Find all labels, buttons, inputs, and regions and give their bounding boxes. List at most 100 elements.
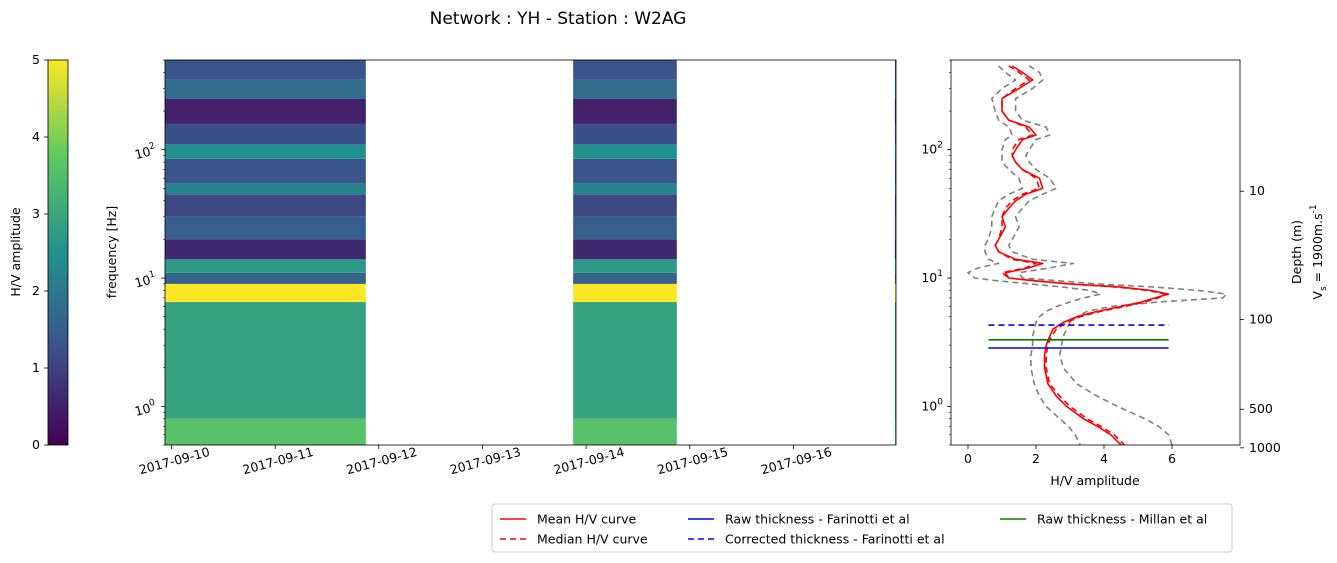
depth-axis-label-sub: s <box>1319 286 1329 291</box>
spectrogram-cell <box>573 60 677 80</box>
colorbar-tick-label: 4 <box>32 129 40 144</box>
spectrogram-y-tick-label: 100 <box>133 398 158 419</box>
spectrogram-cell <box>894 60 896 80</box>
spectrogram-cell <box>165 259 366 273</box>
spectrogram-x-tick-label: 2017-09-16 <box>759 444 833 477</box>
spectrogram-x-tick-label: 2017-09-14 <box>552 444 626 477</box>
hv-y-tick-label: 100 <box>921 397 943 413</box>
spectrogram-cell <box>894 418 896 445</box>
hv-profile-x-ticks: 0 2 4 6 <box>964 445 1176 466</box>
hv-y-tick-label-base: 10 <box>921 398 937 413</box>
spectrogram-y-tick-label-exp: 0 <box>148 398 156 409</box>
spectrogram-cell <box>165 60 366 80</box>
legend-label: Raw thickness - Millan et al <box>1037 512 1207 527</box>
spectrogram-cell <box>573 302 677 419</box>
spectrogram-y-tick-label: 102 <box>133 141 158 162</box>
colorbar: 0 1 2 3 4 5 H/V amplitude <box>8 52 69 452</box>
spectrogram-cell <box>894 216 896 240</box>
spectrogram-cell <box>573 98 677 124</box>
spectrogram-cell <box>573 79 677 99</box>
spectrogram-cell <box>894 158 896 184</box>
spectrogram-cell <box>573 272 677 284</box>
hv-y-tick-label-exp: 2 <box>937 141 943 151</box>
depth-tick-label: 1000 <box>1249 440 1281 455</box>
depth-axis-label-v: V <box>1310 291 1325 300</box>
spectrogram-cell <box>165 302 366 419</box>
spectrogram-cell <box>894 98 896 124</box>
hv-profile-xlabel: H/V amplitude <box>1050 473 1140 488</box>
spectrogram-cell <box>894 302 896 419</box>
spectrogram-cells <box>165 60 896 445</box>
legend-label: Median H/V curve <box>537 532 648 547</box>
spectrogram-x-tick-label: 2017-09-15 <box>656 444 730 477</box>
legend-label: Corrected thickness - Farinotti et al <box>725 532 945 547</box>
spectrogram-cell <box>165 158 366 184</box>
colorbar-tick-label: 3 <box>32 206 40 221</box>
spectrogram-cell <box>165 79 366 99</box>
spectrogram-cell <box>894 123 896 145</box>
depth-tick-label: 100 <box>1249 312 1273 327</box>
spectrogram-cell <box>165 183 366 195</box>
mean-hv-curve <box>994 65 1170 445</box>
spectrogram-cell <box>165 194 366 217</box>
spectrogram-y-tick-label-exp: 2 <box>148 141 156 152</box>
depth-tick-label: 500 <box>1249 401 1273 416</box>
spectrogram-y-tick-label-exp: 1 <box>148 269 156 280</box>
colorbar-tick-label: 5 <box>32 52 40 67</box>
figure-title: Network : YH - Station : W2AG <box>430 9 687 29</box>
spectrogram-cell <box>573 259 677 273</box>
spectrogram-x-tick-label: 2017-09-12 <box>345 444 419 477</box>
legend-items: Mean H/V curve Median H/V curve Raw thickn… <box>500 512 1207 547</box>
depth-axis-label-line1: Depth (m) <box>1289 220 1304 284</box>
hv-x-tick-label: 4 <box>1100 451 1108 466</box>
spectrogram-cell <box>894 283 896 303</box>
spectrogram-cell <box>165 283 366 303</box>
spectrogram-cell <box>894 79 896 99</box>
depth-axis-label: Depth (m) Vs = 1900m.s-1 <box>1289 204 1329 299</box>
spectrogram-cell <box>573 418 677 445</box>
hv-y-tick-label-exp: 1 <box>937 269 943 279</box>
spectrogram-cell <box>165 144 366 159</box>
colorbar-tick-label: 0 <box>32 437 40 452</box>
hv-profile-frame <box>950 59 1241 446</box>
spectrogram-y-tick-label: 101 <box>133 269 158 290</box>
spectrogram-x-ticks: 2017-09-10 2017-09-11 2017-09-12 2017-09-13… <box>137 444 833 477</box>
hv-y-tick-label-exp: 0 <box>937 397 943 407</box>
spectrogram-cell <box>573 239 677 260</box>
hv-x-tick-label: 0 <box>964 451 972 466</box>
hv-profile-depth-ticks: 10 100 500 1000 <box>1240 183 1281 455</box>
spectrogram-y-tick-label-base: 10 <box>133 272 152 291</box>
spectrogram-cell <box>165 216 366 240</box>
hv-y-tick-label: 102 <box>921 141 943 157</box>
spectrogram-cell <box>894 259 896 273</box>
spectrogram-cell <box>573 123 677 145</box>
legend-label: Mean H/V curve <box>537 512 636 527</box>
upper-bound-curve <box>1007 65 1228 445</box>
colorbar-gradient <box>47 59 69 446</box>
spectrogram-cell <box>573 283 677 303</box>
spectrogram-cell <box>573 144 677 159</box>
spectrogram-cell <box>573 194 677 217</box>
spectrogram-cell <box>165 239 366 260</box>
spectrogram-y-tick-label-base: 10 <box>133 400 152 419</box>
spectrogram-cell <box>573 158 677 184</box>
spectrogram-x-tick-label: 2017-09-13 <box>448 444 522 477</box>
hv-y-tick-label-base: 10 <box>921 270 937 285</box>
spectrogram-frame <box>164 59 897 446</box>
hv-profile-lines <box>967 65 1228 445</box>
legend-label: Raw thickness - Farinotti et al <box>725 512 910 527</box>
lower-bound-curve <box>967 65 1102 445</box>
colorbar-tick-label: 1 <box>32 360 40 375</box>
spectrogram-cell <box>165 98 366 124</box>
spectrogram-cell <box>894 194 896 217</box>
hv-y-tick-label: 101 <box>921 269 943 285</box>
spectrogram-cell <box>894 239 896 260</box>
spectrogram-cell <box>894 144 896 159</box>
hv-x-tick-label: 6 <box>1168 451 1176 466</box>
depth-axis-label-mid: = 1900m.s <box>1310 213 1325 286</box>
hv-x-tick-label: 2 <box>1032 451 1040 466</box>
